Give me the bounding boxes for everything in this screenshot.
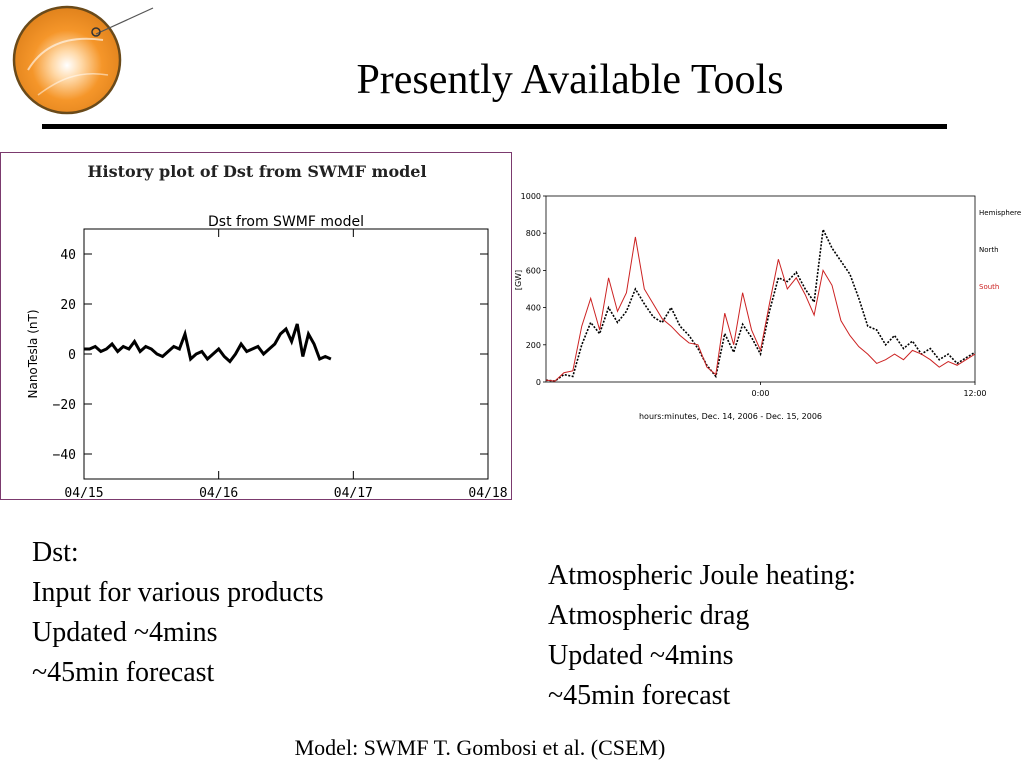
y-tick-label: 600	[526, 266, 541, 275]
y-tick-label: 400	[526, 304, 541, 313]
series-line-north	[545, 226, 976, 382]
joule-caption: Atmospheric Joule heating: Atmospheric d…	[548, 556, 856, 716]
y-tick-label: −20	[53, 398, 76, 413]
y-axis-label: [GW]	[514, 270, 523, 290]
joule-caption-line: Atmospheric drag	[548, 600, 750, 631]
csem-logo-icon	[12, 5, 154, 115]
y-tick-label: 40	[60, 248, 76, 263]
joule-caption-line: ~45min forecast	[548, 680, 731, 711]
legend-title: Hemisphere	[979, 209, 1021, 217]
y-tick-label: 800	[526, 229, 541, 238]
title-divider	[42, 124, 947, 129]
dst-caption-line: ~45min forecast	[32, 657, 215, 688]
series-line-south	[545, 236, 976, 382]
dst-caption-line: Input for various products	[32, 577, 324, 608]
y-tick-label: −40	[53, 448, 76, 463]
x-tick-label: 12:00	[963, 389, 986, 398]
y-axis-label: NanoTesla (nT)	[26, 309, 40, 398]
dst-chart-heading: History plot of Dst from SWMF model	[87, 162, 427, 181]
chart-title: Dst from SWMF model	[208, 214, 364, 230]
y-tick-label: 200	[526, 341, 541, 350]
legend-entry-south: South	[979, 283, 999, 291]
plot-frame	[83, 228, 489, 480]
y-tick-label: 0	[536, 378, 541, 387]
dst-caption-line: Updated ~4mins	[32, 617, 218, 648]
x-tick-label: 04/18	[468, 486, 507, 499]
legend-entry-north: North	[979, 246, 999, 254]
slide-title: Presently Available Tools	[356, 57, 784, 103]
footer-credit: Model: SWMF T. Gombosi et al. (CSEM)	[294, 735, 666, 760]
x-tick-label: 0:00	[752, 389, 770, 398]
dst-caption: Dst: Input for various products Updated …	[32, 533, 324, 693]
joule-caption-line: Atmospheric Joule heating:	[548, 560, 856, 591]
dst-caption-line: Dst:	[32, 537, 79, 568]
x-axis-label: hours:minutes, Dec. 14, 2006 - Dec. 15, …	[639, 412, 822, 421]
x-tick-label: 04/15	[64, 486, 103, 499]
x-tick-label: 04/16	[199, 486, 238, 499]
y-tick-label: 1000	[521, 192, 541, 201]
joule-caption-line: Updated ~4mins	[548, 640, 734, 671]
x-tick-label: 04/17	[334, 486, 373, 499]
dst-chart: Dst from SWMF model 40 20 0 −20 −40 04/15 04/16…	[26, 214, 508, 499]
y-tick-label: 20	[60, 298, 76, 313]
dst-chart-panel: History plot of Dst from SWMF model Dst …	[0, 152, 512, 500]
joule-heating-chart: 0 200 400 600 800 1000 0:00 12:00 hours:minutes,…	[514, 192, 1021, 421]
dst-series-line	[84, 323, 332, 364]
y-tick-label: 0	[68, 348, 76, 363]
